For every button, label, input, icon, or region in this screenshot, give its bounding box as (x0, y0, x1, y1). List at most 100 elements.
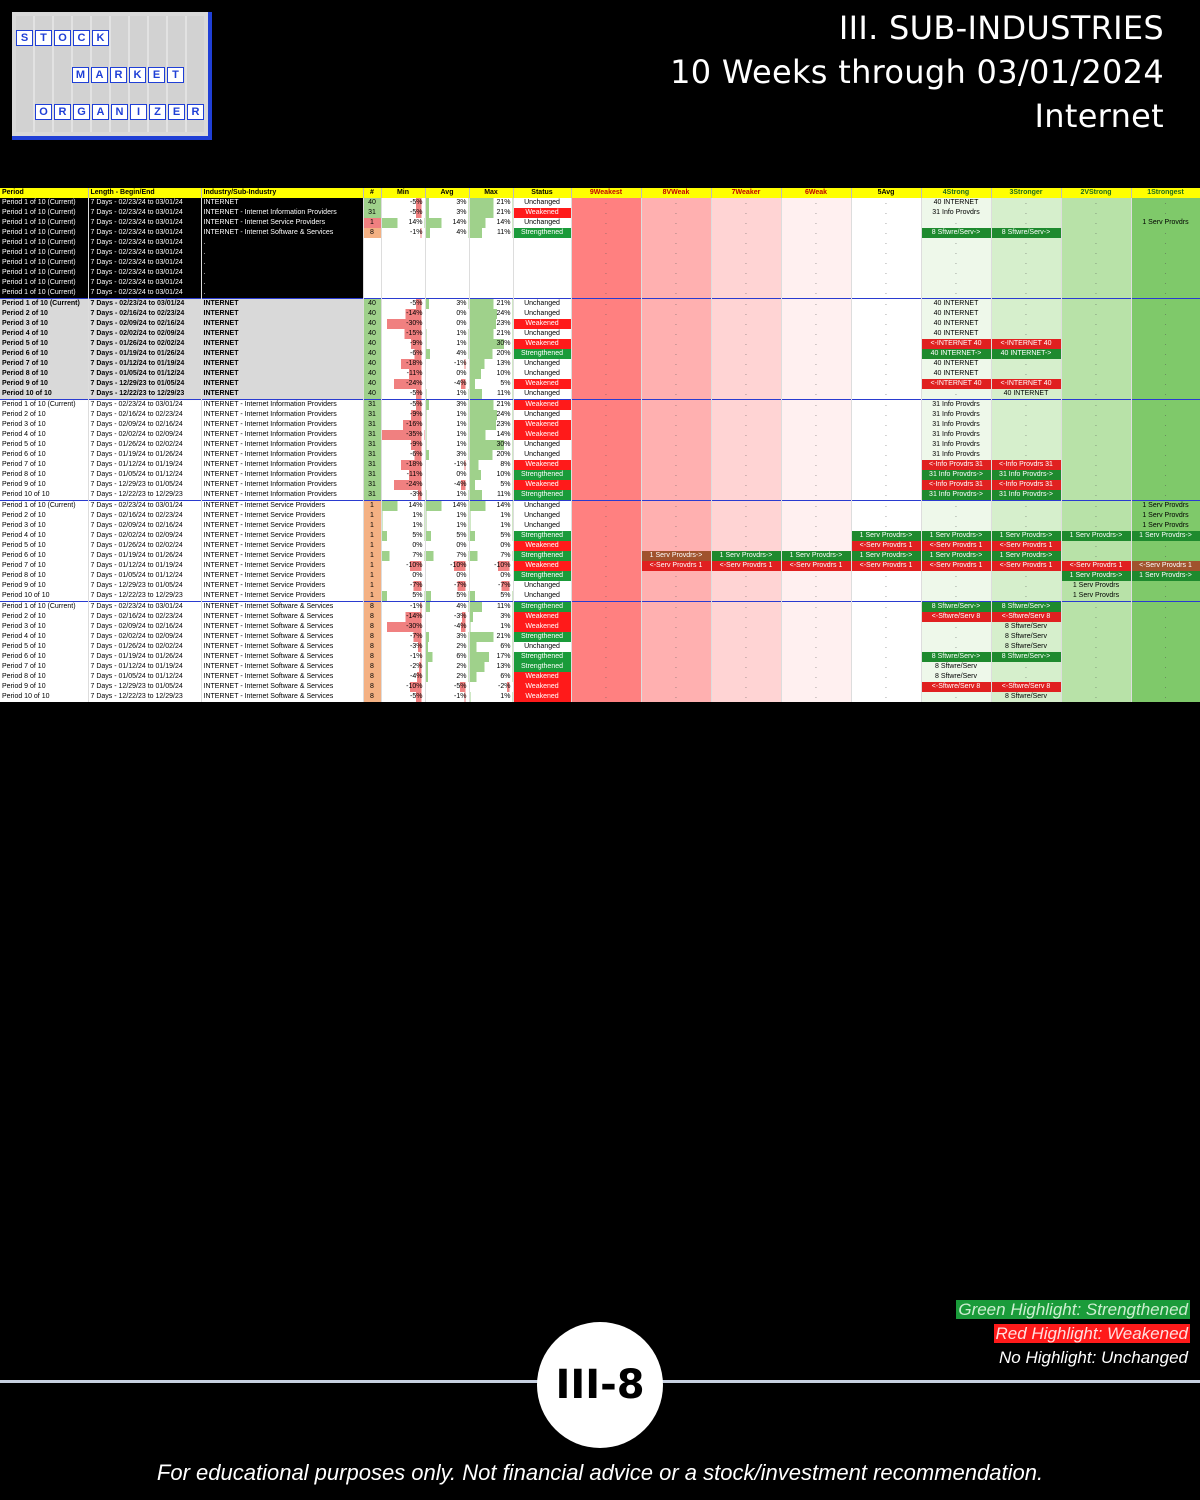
strength-cell: . (711, 642, 782, 652)
strength-cell: . (991, 440, 1062, 450)
cell-s: Strengthened (513, 228, 572, 238)
cell-n: 1 (363, 551, 382, 561)
cell-max (469, 238, 514, 248)
cell-min: 14% (381, 500, 426, 511)
column-header[interactable]: 2VStrong (1061, 188, 1132, 198)
cell-l: 7 Days - 02/23/24 to 03/01/24 (88, 298, 202, 309)
cell-l: 7 Days - 02/23/24 to 03/01/24 (88, 258, 202, 268)
cell-s: Strengthened (513, 632, 572, 642)
strength-cell: . (991, 198, 1062, 208)
strength-cell: . (641, 490, 712, 501)
strength-cell: . (781, 450, 852, 460)
cell-min: -18% (381, 359, 426, 369)
strength-cell: . (641, 288, 712, 299)
strength-cell: . (1061, 278, 1132, 288)
cell-p: Period 1 of 10 (Current) (0, 268, 89, 278)
column-header[interactable]: 7Weaker (711, 188, 782, 198)
cell-avg: 4% (425, 228, 470, 238)
cell-avg: 5% (425, 591, 470, 602)
strength-cell: 40 INTERNET (921, 329, 992, 339)
column-header[interactable]: 1Strongest (1131, 188, 1200, 198)
cell-min: -5% (381, 298, 426, 309)
cell-p: Period 8 of 10 (0, 369, 89, 379)
strength-cell: 40 INTERNET (921, 198, 992, 208)
cell-min: -5% (381, 389, 426, 400)
column-header[interactable]: 3Stronger (991, 188, 1062, 198)
strength-cell: . (641, 369, 712, 379)
strength-cell: 31 Info Provdrs-> (991, 470, 1062, 480)
cell-i: . (201, 238, 364, 248)
strength-cell: . (851, 672, 922, 682)
strength-cell: . (1061, 511, 1132, 521)
strength-cell: . (1061, 208, 1132, 218)
strength-cell: . (571, 248, 642, 258)
strength-cell: . (711, 208, 782, 218)
strength-cell: . (1061, 329, 1132, 339)
strength-cell: . (781, 298, 852, 309)
column-header[interactable]: Status (513, 188, 572, 198)
cell-n: 31 (363, 450, 382, 460)
page-number-badge: III-8 (537, 1322, 663, 1448)
cell-s (513, 278, 572, 288)
cell-min: -10% (381, 682, 426, 692)
cell-l: 7 Days - 02/23/24 to 03/01/24 (88, 198, 202, 208)
strength-cell: . (1061, 420, 1132, 430)
strength-cell: 31 Info Provdrs-> (991, 490, 1062, 501)
cell-max: 1% (469, 521, 514, 531)
column-header[interactable]: Avg (425, 188, 470, 198)
table-row: Period 3 of 10 7 Days - 02/09/24 to 02/16… (0, 622, 1200, 632)
column-header[interactable]: Max (469, 188, 514, 198)
cell-p: Period 7 of 10 (0, 359, 89, 369)
cell-i: INTERNET - Internet Information Provider… (201, 430, 364, 440)
strength-cell: . (1061, 218, 1132, 228)
cell-max: 11% (469, 490, 514, 501)
column-header[interactable]: 8VWeak (641, 188, 712, 198)
column-header[interactable]: 5Avg (851, 188, 922, 198)
cell-s: Weakened (513, 672, 572, 682)
cell-i: . (201, 248, 364, 258)
strength-cell: . (1131, 319, 1200, 329)
strength-cell: . (851, 591, 922, 602)
logo-letter: T (167, 67, 184, 83)
column-header[interactable]: Industry/Sub-Industry (201, 188, 364, 198)
cell-i: INTERNET - Internet Information Provider… (201, 470, 364, 480)
strength-cell: . (571, 329, 642, 339)
strength-cell: . (641, 329, 712, 339)
column-header[interactable]: 6Weak (781, 188, 852, 198)
cell-s: Strengthened (513, 531, 572, 541)
cell-s: Unchanged (513, 389, 572, 400)
strength-cell: . (641, 470, 712, 480)
strength-cell: . (641, 511, 712, 521)
cell-n: 40 (363, 389, 382, 400)
column-header[interactable]: Period (0, 188, 89, 198)
cell-n: 40 (363, 369, 382, 379)
cell-min: -3% (381, 642, 426, 652)
cell-min: -1% (381, 601, 426, 612)
cell-i: INTERNET - Internet Software & Services (201, 622, 364, 632)
cell-p: Period 9 of 10 (0, 581, 89, 591)
strength-cell: . (571, 662, 642, 672)
column-header[interactable]: 4Strong (921, 188, 992, 198)
strength-cell: . (781, 571, 852, 581)
cell-avg: 5% (425, 531, 470, 541)
cell-l: 7 Days - 12/22/23 to 12/29/23 (88, 490, 202, 501)
column-header[interactable]: Length - Begin/End (88, 188, 202, 198)
column-header[interactable]: 9Weakest (571, 188, 642, 198)
strength-cell: . (1131, 389, 1200, 400)
cell-i: INTERNET - Internet Information Provider… (201, 399, 364, 410)
strength-cell: . (711, 349, 782, 359)
cell-avg: 1% (425, 521, 470, 531)
strength-cell: . (781, 389, 852, 400)
strength-cell: 31 Info Provdrs-> (921, 490, 992, 501)
cell-max: 5% (469, 591, 514, 602)
strength-cell: . (991, 319, 1062, 329)
cell-l: 7 Days - 01/26/24 to 02/02/24 (88, 541, 202, 551)
column-header[interactable]: Min (381, 188, 426, 198)
strength-cell: . (921, 288, 992, 299)
strength-cell: . (1131, 622, 1200, 632)
column-header[interactable]: # (363, 188, 382, 198)
strength-cell: . (781, 480, 852, 490)
logo-letter: C (73, 30, 90, 46)
cell-p: Period 8 of 10 (0, 571, 89, 581)
